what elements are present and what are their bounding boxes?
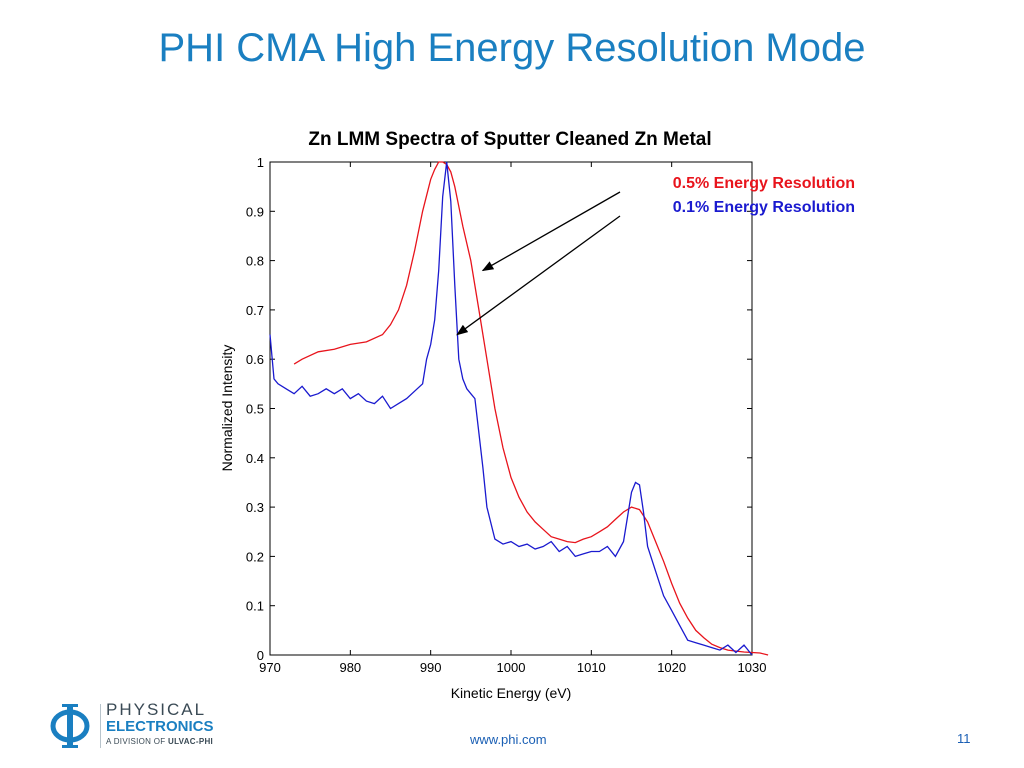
x-tick-label: 1020 [657,660,686,675]
logo-divider [100,704,101,748]
phi-symbol-icon [50,704,90,748]
annotations [456,191,621,336]
slide-title: PHI CMA High Energy Resolution Mode [158,26,866,70]
x-tick-label: 1000 [497,660,526,675]
page-number: 11 [957,731,971,746]
y-tick-label: 0 [257,648,264,663]
logo-text-division: A DIVISION OF ULVAC-PHI [106,737,213,746]
y-tick-label: 0.1 [246,599,264,614]
x-tick-label: 970 [259,660,281,675]
plot-frame [269,161,753,656]
annotation-arrow-01-percent [456,215,621,336]
axis-ticks: 970 980 990 1000 1010 1020 1030 0 0.1 0.2 0.3 0.4 0.… [246,155,767,675]
logo-division-prefix: A DIVISION OF [106,737,166,746]
x-tick-label: 1010 [577,660,606,675]
x-tick-label: 1030 [738,660,767,675]
legend-label-05: 0.5% Energy Resolution [673,175,855,192]
y-tick-label: 0.3 [246,500,264,515]
annotation-arrow-05-percent [481,191,621,272]
y-tick-label: 0.9 [246,204,264,219]
y-tick-label: 0.7 [246,303,264,318]
series-line-01-percent [269,161,753,656]
company-logo: PHYSICAL ELECTRONICS A DIVISION OF ULVAC… [48,700,238,752]
series-line-05-percent [293,161,769,656]
x-tick-label: 990 [420,660,442,675]
logo-text-electronics: ELECTRONICS [106,718,214,735]
chart-title: Zn LMM Spectra of Sputter Cleaned Zn Met… [308,129,711,150]
y-tick-label: 0.2 [246,549,264,564]
y-tick-label: 0.5 [246,402,264,417]
x-axis-label: Kinetic Energy (eV) [451,685,572,701]
footer-url-link[interactable]: www.phi.com [470,732,547,747]
y-tick-label: 0.4 [246,451,264,466]
y-tick-label: 1 [257,155,264,170]
series-lines [269,161,769,656]
legend-label-01: 0.1% Energy Resolution [673,199,855,216]
y-tick-label: 0.8 [246,254,264,269]
x-tick-label: 980 [339,660,361,675]
logo-division-brand: ULVAC-PHI [168,737,214,746]
y-tick-label: 0.6 [246,352,264,367]
logo-text-physical: PHYSICAL [106,700,207,719]
y-axis-label: Normalized Intensity [219,345,235,472]
